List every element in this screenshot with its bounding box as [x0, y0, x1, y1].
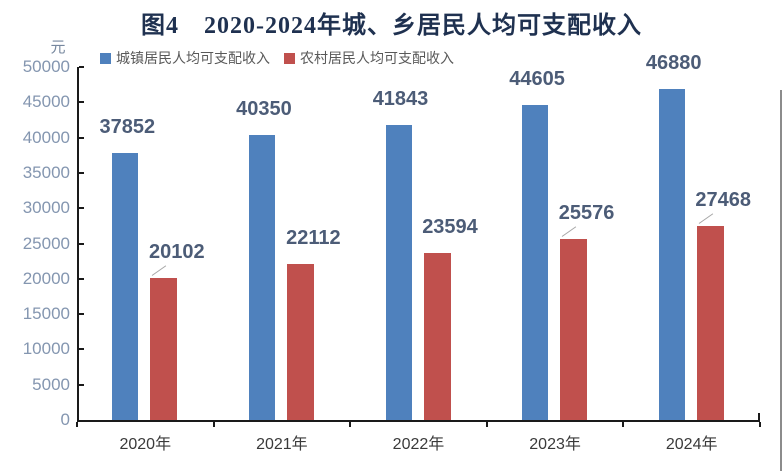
- x-axis-tick-mark: [76, 422, 78, 427]
- x-axis-tick-mark: [212, 422, 215, 427]
- chart-title: 图4 2020-2024年城、乡居民人均可支配收入: [141, 13, 642, 39]
- value-label-rural-2024年: 27468: [695, 189, 751, 212]
- bar-urban-2020年: [112, 152, 139, 420]
- page-edge-line: [780, 90, 782, 471]
- legend: 城镇居民人均可支配收入 农村居民人均可支配收入: [100, 48, 454, 68]
- x-axis-label: 2020年: [119, 436, 172, 453]
- y-axis-tick-mark: [79, 242, 84, 245]
- y-axis-tick-mark: [79, 313, 84, 316]
- legend-item-urban: 城镇居民人均可支配收入: [100, 48, 270, 68]
- value-label-urban-2020年: 37852: [99, 115, 156, 138]
- y-axis-tick-label: 15000: [22, 304, 70, 324]
- bar-rural-2020年: [150, 278, 178, 420]
- y-axis-line: [77, 67, 79, 422]
- y-axis-unit-label: 元: [50, 39, 66, 56]
- x-axis-line: [77, 420, 760, 422]
- y-axis-tick-mark: [79, 207, 84, 210]
- legend-label-rural: 农村居民人均可支配收入: [300, 50, 454, 66]
- value-label-urban-2021年: 40350: [236, 98, 292, 121]
- y-axis-tick-mark: [79, 66, 84, 68]
- bar-rural-2023年: [560, 239, 588, 420]
- legend-swatch-urban-icon: [100, 52, 111, 64]
- bar-urban-2021年: [248, 135, 275, 420]
- y-axis-tick-label: 40000: [22, 127, 70, 147]
- y-axis-tick-mark: [79, 136, 84, 139]
- y-axis-tick-label: 25000: [22, 233, 70, 253]
- y-axis-tick-mark: [79, 383, 84, 386]
- y-axis-tick-mark: [79, 277, 84, 280]
- x-axis-tick-mark: [485, 422, 488, 427]
- bar-urban-2022年: [385, 124, 412, 420]
- y-axis-tick-label: 0: [60, 410, 70, 429]
- y-axis-tick-mark: [79, 101, 84, 104]
- y-axis-tick-label: 20000: [22, 268, 70, 288]
- x-axis-end-tick: [758, 413, 760, 421]
- value-label-rural-2021年: 22112: [286, 226, 341, 249]
- y-axis-tick-mark: [79, 171, 84, 174]
- value-label-rural-2020年: 20102: [148, 241, 205, 264]
- y-axis-tick-label: 50000: [22, 57, 70, 76]
- label-leader-line: [152, 265, 167, 276]
- value-label-rural-2022年: 23594: [422, 216, 478, 239]
- y-axis-tick-mark: [79, 348, 84, 351]
- x-axis-tick-mark: [349, 422, 352, 427]
- bar-urban-2024年: [658, 89, 685, 420]
- x-axis-label: 2024年: [665, 436, 718, 453]
- legend-swatch-rural-icon: [284, 52, 295, 64]
- legend-label-urban: 城镇居民人均可支配收入: [116, 50, 270, 66]
- x-axis-tick-mark: [759, 422, 761, 427]
- bar-urban-2023年: [522, 105, 549, 420]
- value-label-urban-2024年: 46880: [645, 52, 702, 75]
- bar-rural-2024年: [696, 226, 724, 420]
- y-axis-tick-label: 45000: [22, 92, 70, 112]
- value-label-urban-2023年: 44605: [509, 68, 565, 91]
- x-axis-tick-mark: [622, 422, 625, 427]
- value-label-rural-2023年: 25576: [558, 202, 615, 225]
- y-axis-tick-label: 5000: [32, 374, 70, 394]
- bar-rural-2022年: [423, 253, 451, 420]
- x-axis-label: 2023年: [529, 436, 581, 453]
- label-leader-line: [698, 213, 713, 224]
- label-leader-line: [561, 226, 577, 238]
- y-axis-tick-label: 10000: [22, 339, 70, 359]
- value-label-urban-2022年: 41843: [372, 87, 429, 110]
- x-axis-label: 2021年: [256, 436, 308, 453]
- legend-item-rural: 农村居民人均可支配收入: [284, 48, 454, 68]
- y-axis-tick-label: 35000: [22, 162, 70, 182]
- x-axis-label: 2022年: [392, 436, 445, 453]
- y-axis-tick-label: 30000: [22, 198, 70, 218]
- bar-rural-2021年: [286, 263, 314, 420]
